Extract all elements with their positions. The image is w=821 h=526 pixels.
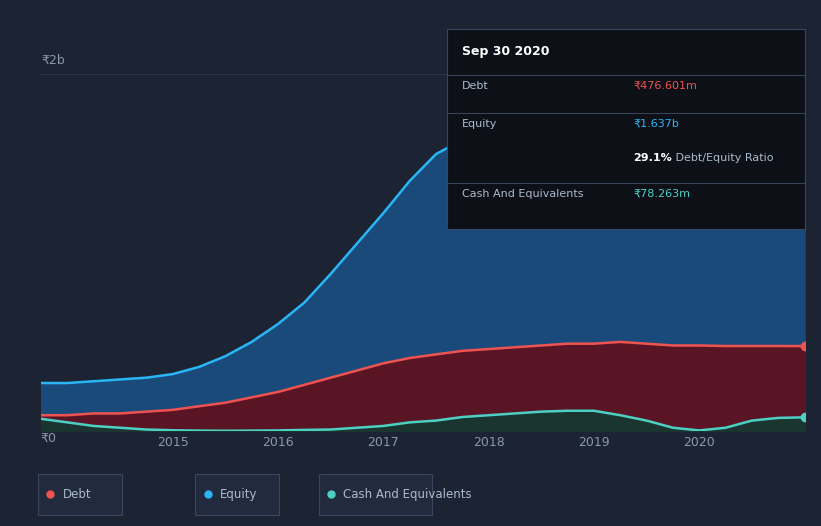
Text: ₹476.601m: ₹476.601m bbox=[633, 81, 697, 91]
FancyBboxPatch shape bbox=[319, 474, 432, 515]
Text: Debt: Debt bbox=[62, 488, 91, 501]
Text: ₹78.263m: ₹78.263m bbox=[633, 189, 690, 199]
Text: Equity: Equity bbox=[220, 488, 258, 501]
FancyBboxPatch shape bbox=[195, 474, 279, 515]
Text: Equity: Equity bbox=[461, 119, 497, 129]
Text: Cash And Equivalents: Cash And Equivalents bbox=[461, 189, 583, 199]
Text: ₹1.637b: ₹1.637b bbox=[633, 119, 679, 129]
Text: ₹2b: ₹2b bbox=[41, 54, 65, 66]
Text: Sep 30 2020: Sep 30 2020 bbox=[461, 45, 549, 58]
Text: Debt/Equity Ratio: Debt/Equity Ratio bbox=[672, 153, 774, 163]
Text: 29.1%: 29.1% bbox=[633, 153, 672, 163]
FancyBboxPatch shape bbox=[38, 474, 122, 515]
Text: ₹0: ₹0 bbox=[40, 432, 57, 444]
Text: Debt: Debt bbox=[461, 81, 488, 91]
Text: Cash And Equivalents: Cash And Equivalents bbox=[343, 488, 472, 501]
